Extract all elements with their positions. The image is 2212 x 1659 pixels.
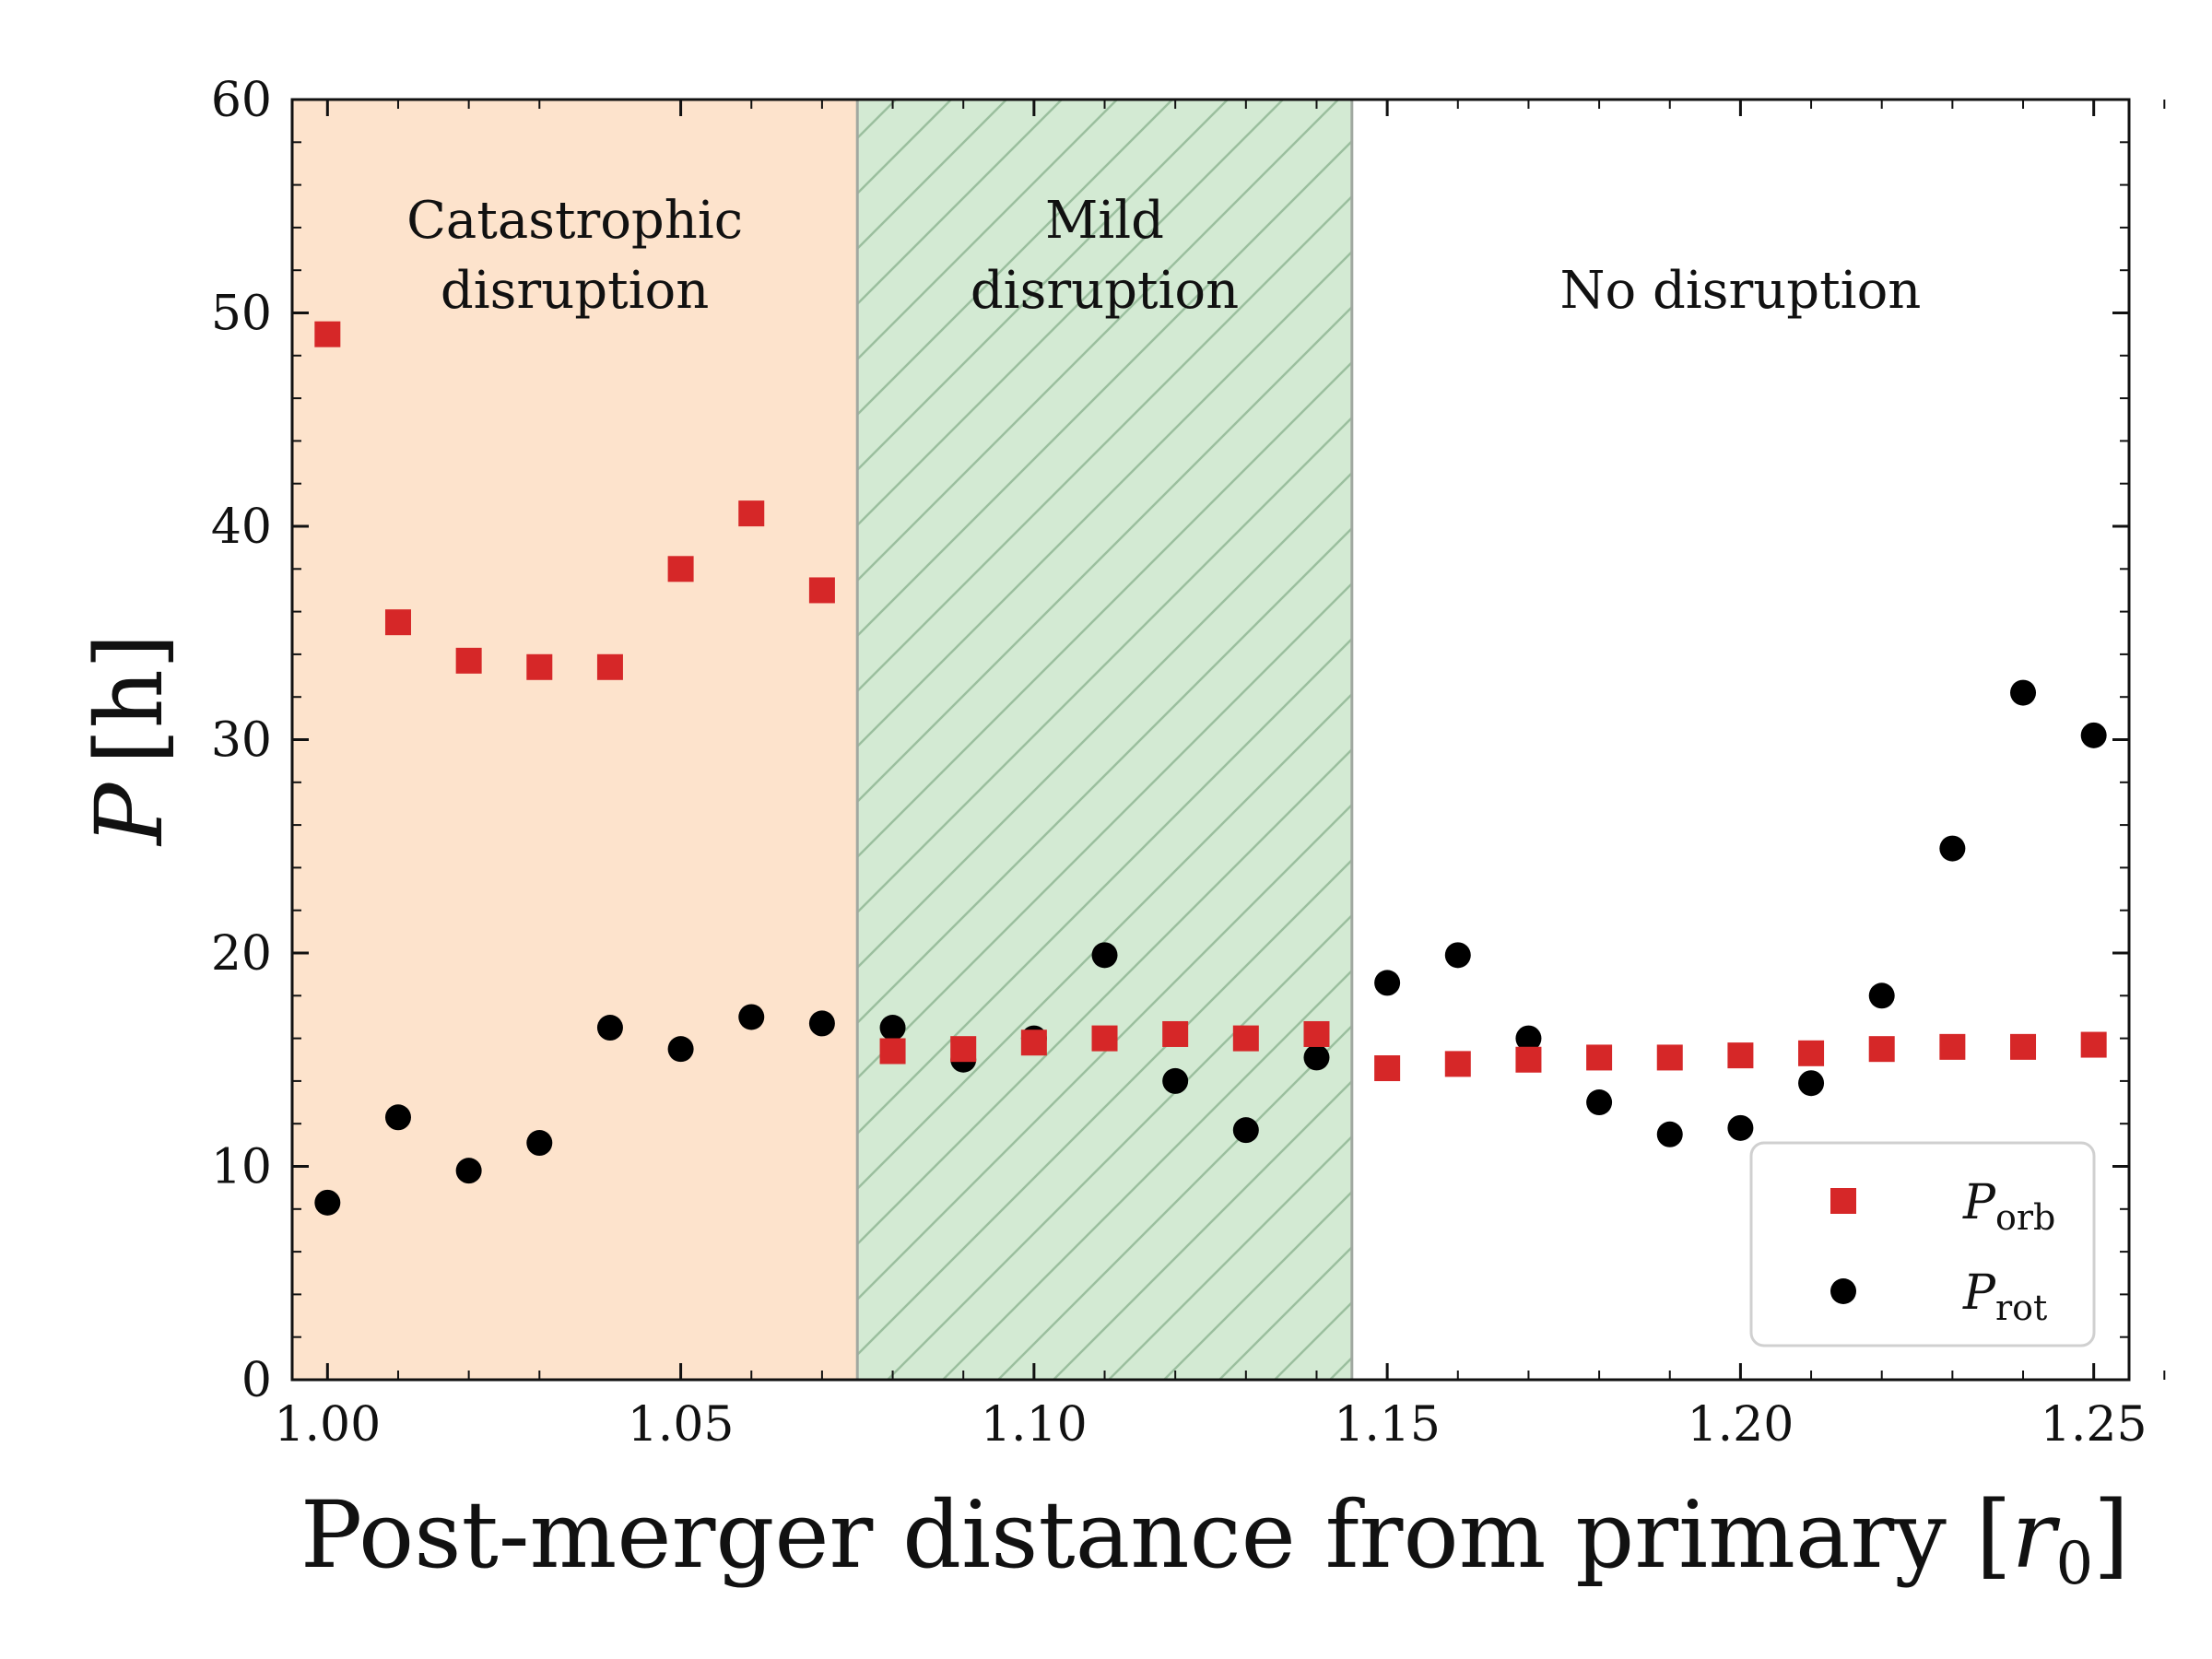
region-label-mild-line-1: disruption	[971, 261, 1239, 321]
point-p-orb	[808, 577, 835, 604]
y-tick-label: 30	[211, 713, 272, 769]
point-p-orb	[1727, 1042, 1754, 1069]
x-tick-label: 1.25	[2041, 1397, 2147, 1453]
axis-ticks: 1.00 1.05 1.10 1.15 1.20 1.25 0 10 20 30 40 50 60	[211, 73, 2166, 1453]
region-mild-hatch	[857, 100, 1352, 1380]
point-p-rot	[1091, 942, 1118, 969]
legend-marker-p-rot	[1830, 1278, 1856, 1304]
point-p-rot	[1868, 982, 1895, 1009]
point-p-rot	[1727, 1114, 1754, 1141]
point-p-orb	[1586, 1044, 1613, 1071]
x-tick-label: 1.00	[274, 1397, 381, 1453]
point-p-rot	[808, 1010, 835, 1037]
plot-frame	[290, 98, 2131, 1382]
point-p-rot	[1162, 1067, 1189, 1094]
point-p-orb	[384, 609, 411, 636]
point-p-orb	[1939, 1033, 1966, 1060]
legend-label-p-orb: Porb	[1962, 1175, 2055, 1238]
region-label-catastrophic-line-1: disruption	[441, 261, 709, 321]
point-p-rot	[1939, 835, 1966, 862]
point-p-orb	[526, 653, 553, 680]
point-p-orb	[455, 647, 482, 674]
point-p-orb	[950, 1036, 977, 1063]
point-p-rot	[455, 1158, 482, 1184]
point-p-orb	[1444, 1051, 1471, 1077]
point-p-rot	[1798, 1070, 1825, 1097]
y-tick-label: 20	[211, 926, 272, 982]
point-p-orb	[1798, 1040, 1825, 1066]
point-p-orb	[314, 321, 341, 347]
point-p-rot	[2010, 679, 2037, 706]
point-p-rot	[2080, 722, 2107, 748]
point-p-orb	[738, 500, 765, 527]
point-p-orb	[596, 653, 623, 680]
point-p-rot	[1656, 1121, 1683, 1147]
point-p-rot	[596, 1015, 623, 1041]
y-axis-label: P[h]	[76, 633, 183, 847]
region-labels: Catastrophic disruption Mild disruption No d…	[406, 191, 1921, 321]
point-p-rot	[314, 1189, 341, 1216]
x-axis-label: Post-merger distance from primary [r0]	[300, 1481, 2129, 1598]
point-p-rot	[1374, 970, 1401, 996]
x-tick-label: 1.05	[628, 1397, 735, 1453]
y-tick-label: 60	[211, 73, 272, 128]
region-catastrophic	[292, 100, 858, 1380]
point-p-rot	[526, 1130, 553, 1157]
point-p-orb	[2080, 1031, 2107, 1058]
region-label-none-line-0: No disruption	[1559, 261, 1921, 321]
point-p-orb	[1303, 1020, 1330, 1047]
legend: Porb Prot	[1749, 1141, 2096, 1347]
legend-marker-p-orb	[1830, 1188, 1856, 1214]
x-tick-label: 1.10	[981, 1397, 1088, 1453]
point-p-orb	[1162, 1020, 1189, 1047]
data-series	[314, 321, 2107, 1216]
point-p-rot	[1303, 1044, 1330, 1071]
point-p-rot	[667, 1036, 694, 1063]
point-p-orb	[1868, 1036, 1895, 1063]
point-p-rot	[1232, 1117, 1259, 1144]
point-p-orb	[879, 1038, 906, 1065]
y-tick-label: 0	[241, 1353, 272, 1408]
y-tick-label: 10	[211, 1140, 272, 1195]
point-p-orb	[1656, 1044, 1683, 1071]
legend-label-p-rot: Prot	[1962, 1265, 2047, 1328]
y-tick-label: 50	[211, 287, 272, 342]
x-tick-label: 1.15	[1334, 1397, 1441, 1453]
point-p-orb	[667, 556, 694, 582]
point-p-orb	[1374, 1055, 1401, 1082]
point-p-rot	[738, 1004, 765, 1030]
point-p-orb	[1020, 1030, 1047, 1056]
point-p-rot	[384, 1104, 411, 1131]
point-p-orb	[1232, 1025, 1259, 1052]
point-p-rot	[1444, 942, 1471, 969]
region-label-mild-line-0: Mild	[1045, 191, 1164, 251]
x-tick-label: 1.20	[1688, 1397, 1794, 1453]
region-label-catastrophic-line-0: Catastrophic	[406, 191, 743, 251]
point-p-rot	[879, 1015, 906, 1041]
y-tick-label: 40	[211, 500, 272, 555]
point-p-orb	[1515, 1046, 1542, 1073]
point-p-rot	[1515, 1025, 1542, 1052]
point-p-orb	[1091, 1025, 1118, 1052]
point-p-rot	[1586, 1089, 1613, 1116]
point-p-orb	[2010, 1033, 2037, 1060]
